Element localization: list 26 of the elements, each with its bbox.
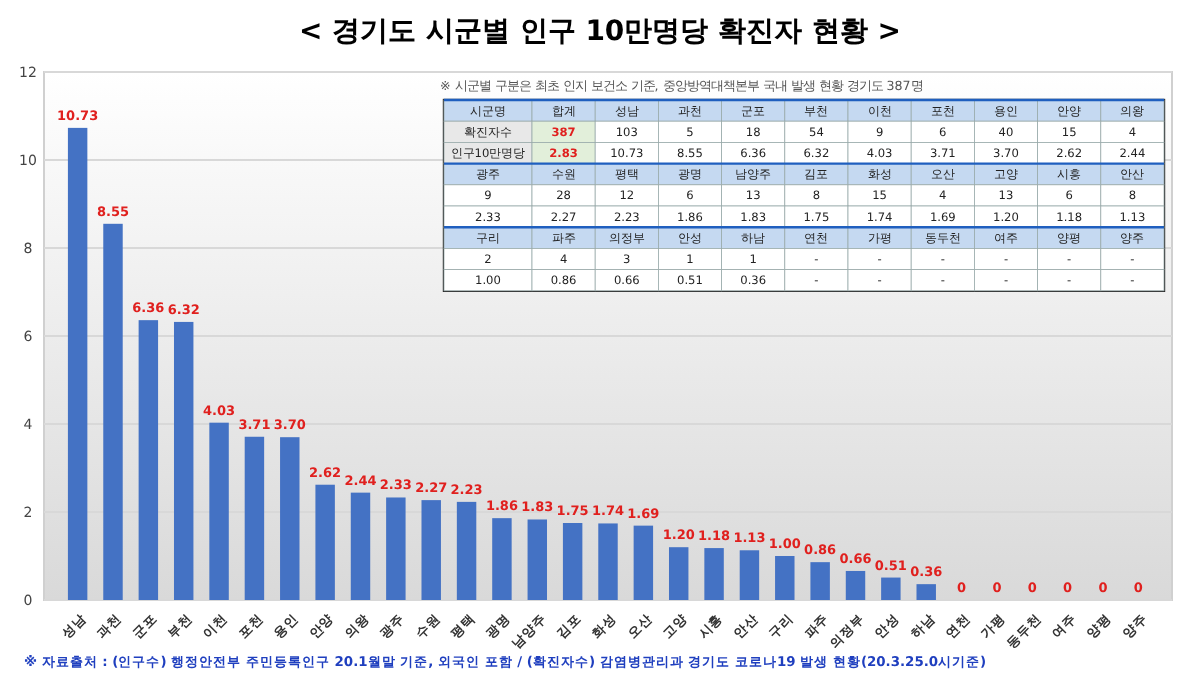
bar: [739, 550, 760, 600]
bar: [527, 519, 548, 600]
bar: [598, 523, 618, 600]
bar: [103, 223, 123, 600]
bar: [456, 501, 477, 600]
bar: [280, 437, 300, 600]
bar: [562, 523, 583, 600]
bar: [492, 518, 512, 600]
bar: [315, 484, 335, 600]
bar: [810, 562, 830, 600]
bar: [668, 547, 689, 600]
bar: [67, 127, 88, 600]
bar: [421, 500, 441, 600]
bar: [209, 422, 229, 600]
bar: [775, 556, 795, 600]
bar: [386, 497, 406, 600]
bar: [350, 492, 371, 600]
bar: [916, 584, 936, 600]
chart-title: < 경기도 시군별 인구 10만명당 확진자 현황 >: [298, 16, 902, 48]
bar: [633, 525, 654, 600]
bar: [138, 320, 159, 600]
bar: [704, 548, 724, 600]
bar: [173, 321, 194, 600]
bar: [881, 577, 901, 600]
bar: [244, 436, 265, 600]
bar: [845, 570, 866, 600]
